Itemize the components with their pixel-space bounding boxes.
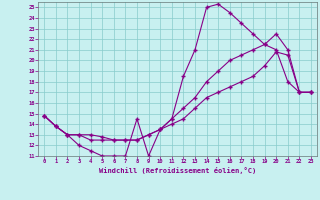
X-axis label: Windchill (Refroidissement éolien,°C): Windchill (Refroidissement éolien,°C)	[99, 167, 256, 174]
